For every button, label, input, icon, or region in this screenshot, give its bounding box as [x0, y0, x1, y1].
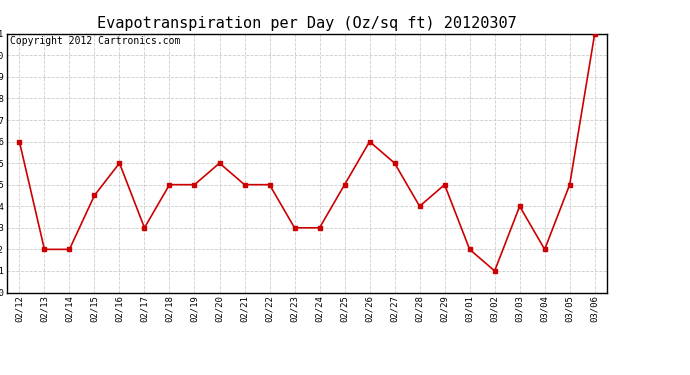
Text: Copyright 2012 Cartronics.com: Copyright 2012 Cartronics.com — [10, 36, 180, 46]
Title: Evapotranspiration per Day (Oz/sq ft) 20120307: Evapotranspiration per Day (Oz/sq ft) 20… — [97, 16, 517, 31]
